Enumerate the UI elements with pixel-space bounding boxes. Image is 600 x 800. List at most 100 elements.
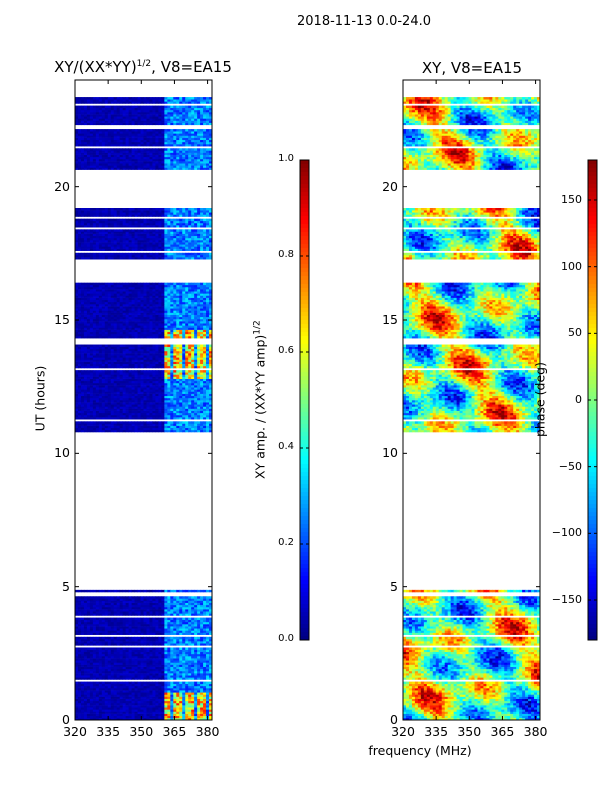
amp-cell	[86, 346, 91, 350]
amp-cell	[206, 350, 210, 354]
amp-cell	[80, 353, 85, 356]
amp-cell	[197, 406, 201, 409]
amp-cell	[203, 408, 207, 411]
amp-cell	[104, 365, 109, 369]
amp-cell	[203, 619, 207, 623]
amp-cell	[140, 636, 144, 640]
amp-cell	[203, 370, 207, 373]
amp-cell	[161, 387, 165, 390]
amp-cell	[86, 709, 91, 712]
amp-cell	[185, 391, 189, 394]
amp-cell	[122, 658, 127, 661]
amp-cell	[86, 670, 91, 674]
amp-cell	[128, 350, 132, 354]
amp-cell	[155, 589, 159, 593]
amp-cell	[152, 361, 156, 365]
amp-cell	[86, 624, 91, 627]
amp-cell	[119, 630, 124, 633]
amp-cell	[188, 604, 192, 608]
amp-cell	[188, 713, 192, 717]
amp-cell	[92, 705, 97, 708]
amp-cell	[185, 365, 189, 369]
amp-cell	[128, 636, 132, 640]
amp-cell	[200, 359, 204, 362]
amp-cell	[89, 596, 94, 599]
amp-cell	[134, 372, 138, 375]
amp-cell	[107, 702, 112, 706]
amp-cell	[161, 376, 165, 379]
amp-cell	[104, 348, 109, 352]
amp-cell	[83, 653, 88, 657]
amp-cell	[131, 417, 135, 420]
amp-cell	[83, 350, 88, 354]
amp-cell	[131, 653, 135, 657]
amp-cell	[116, 318, 121, 322]
amp-cell	[188, 715, 192, 719]
amp-cell	[209, 628, 213, 631]
amp-cell	[179, 331, 183, 335]
amp-cell	[107, 429, 112, 433]
amp-cell	[170, 378, 174, 382]
amp-cell	[116, 389, 121, 392]
amp-cell	[116, 698, 121, 702]
amp-cell	[200, 668, 204, 672]
amp-cell	[185, 656, 189, 659]
amp-cell	[89, 380, 94, 384]
amp-cell	[167, 376, 171, 379]
amp-cell	[80, 323, 85, 326]
amp-cell	[122, 308, 127, 311]
amp-cell	[143, 653, 147, 657]
amp-cell	[75, 421, 79, 424]
amp-cell	[173, 318, 177, 322]
amp-cell	[206, 647, 210, 650]
amp-cell	[89, 589, 94, 593]
amp-cell	[80, 638, 85, 642]
amp-cell	[143, 717, 147, 721]
amp-cell	[80, 651, 85, 655]
amp-cell	[182, 333, 186, 337]
amp-cell	[194, 611, 198, 614]
amp-cell	[116, 378, 121, 382]
amp-cell	[170, 376, 174, 379]
amp-cell	[104, 628, 109, 631]
amp-cell	[206, 698, 210, 702]
amp-cell	[185, 611, 189, 614]
amp-cell	[164, 709, 168, 712]
amp-cell	[95, 406, 100, 409]
amp-cell	[164, 641, 168, 644]
amp-cell	[176, 602, 180, 606]
amp-cell	[164, 688, 168, 691]
amp-cell	[176, 698, 180, 702]
amp-cell	[75, 397, 79, 401]
amp-cell	[89, 348, 94, 352]
amp-cell	[131, 658, 135, 661]
amp-cell	[161, 372, 165, 375]
amp-cell	[158, 692, 162, 695]
amp-cell	[104, 611, 109, 614]
amp-cell	[125, 709, 130, 712]
amp-cell	[110, 677, 115, 680]
amp-cell	[173, 429, 177, 433]
amp-cell	[116, 589, 121, 593]
amp-cell	[119, 711, 124, 714]
amp-cell	[86, 715, 91, 719]
amp-cell	[140, 690, 144, 693]
amp-cell	[104, 641, 109, 644]
amp-cell	[188, 643, 192, 646]
amp-cell	[134, 666, 138, 670]
amp-cell	[140, 670, 144, 674]
amp-cell	[104, 668, 109, 672]
amp-cell	[86, 713, 91, 717]
amp-cell	[191, 312, 195, 315]
amp-cell	[80, 643, 85, 646]
amp-cell	[134, 696, 138, 699]
amp-cell	[110, 685, 115, 689]
amp-cell	[143, 357, 147, 360]
amp-cell	[101, 636, 106, 640]
amp-cell	[182, 611, 186, 614]
amp-cell	[194, 660, 198, 663]
amp-cell	[206, 336, 210, 339]
amp-cell	[110, 427, 115, 431]
amp-cell	[191, 395, 195, 399]
amp-cell	[179, 647, 183, 650]
